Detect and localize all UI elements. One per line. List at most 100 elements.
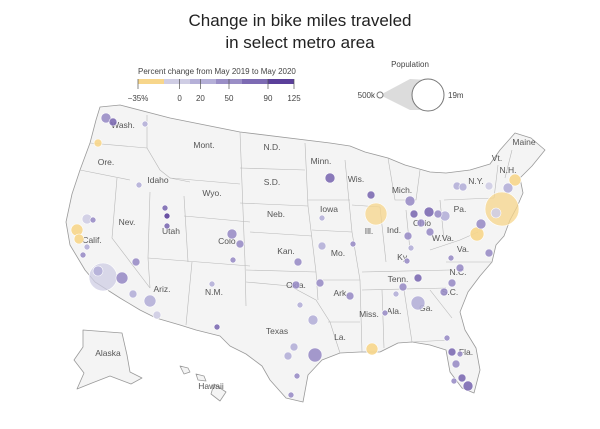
metro-point	[152, 310, 162, 320]
metro-point	[404, 195, 416, 207]
chart-title: Change in bike miles traveled in select …	[0, 10, 600, 54]
border-il-in	[379, 206, 387, 263]
metro-point	[447, 278, 457, 288]
metro-point	[456, 350, 464, 358]
metro-point	[315, 278, 325, 288]
metro-point	[502, 182, 514, 194]
state-label: Tenn.	[388, 274, 409, 284]
metro-point	[93, 138, 103, 148]
state-label: Ark.	[333, 288, 348, 298]
metro-point	[458, 182, 468, 192]
metro-point	[484, 191, 520, 227]
state-label: Neb.	[267, 209, 285, 219]
metro-point	[475, 218, 487, 230]
state-label: Mich.	[392, 185, 412, 195]
state-label: Ind.	[387, 225, 401, 235]
legend-swatch	[138, 79, 164, 84]
legend-tick-label: 20	[196, 94, 205, 103]
metro-point	[283, 351, 293, 361]
border-pa-ny	[443, 197, 495, 201]
state-label: Vt.	[492, 153, 502, 163]
legend-swatch	[242, 79, 268, 84]
state-label: Nev.	[119, 217, 136, 227]
metro-point	[381, 309, 389, 317]
metro-point	[88, 262, 118, 292]
border-ks-ok	[245, 269, 317, 273]
metro-point	[163, 222, 171, 230]
border-wa-or	[89, 142, 148, 149]
state-label: N.Y.	[468, 176, 483, 186]
metro-point	[141, 120, 149, 128]
state-label: Va.	[457, 244, 469, 254]
metro-point	[293, 257, 303, 267]
metro-point	[131, 257, 141, 267]
border-wi-il	[351, 204, 381, 208]
state-label: Mo.	[331, 248, 345, 258]
state-label: Utah	[162, 226, 180, 236]
border-ne-ks	[249, 231, 313, 237]
state-label: Pa.	[454, 204, 467, 214]
title-line-1: Change in bike miles traveled	[188, 11, 412, 30]
metro-point	[410, 295, 426, 311]
state-label: Minn.	[311, 156, 332, 166]
metro-point	[100, 112, 112, 124]
border-nd-sd	[239, 167, 306, 171]
legend-tick-label: 125	[287, 94, 301, 103]
metro-point	[447, 347, 457, 357]
metro-point	[163, 212, 171, 220]
border-in-oh	[405, 209, 411, 251]
color-legend-title: Percent change from May 2019 to May 2020	[138, 67, 296, 76]
border-new-england	[493, 149, 513, 199]
size-legend-min: 500k	[358, 91, 376, 100]
metro-point	[439, 210, 451, 222]
metro-point	[79, 251, 87, 259]
state-label: N.D.	[264, 142, 281, 152]
metro-point	[439, 287, 449, 297]
metro-point	[484, 181, 494, 191]
metro-point	[413, 273, 423, 283]
metro-point	[135, 181, 143, 189]
metro-point	[392, 290, 400, 298]
metro-point	[229, 256, 237, 264]
state-label: Maine	[512, 137, 535, 147]
lower-48-outline	[65, 104, 546, 403]
state-label: Miss.	[359, 309, 379, 319]
metro-point	[416, 218, 426, 228]
legend-swatch	[268, 79, 294, 84]
size-legend-small-circle	[376, 91, 384, 99]
metro-point	[81, 213, 93, 225]
metro-point	[287, 391, 295, 399]
metro-point	[443, 334, 451, 342]
state-label: Ariz.	[154, 284, 171, 294]
state-label: Hawaii	[198, 381, 224, 391]
metro-point	[450, 377, 458, 385]
state-label: Kan.	[277, 246, 295, 256]
metro-point	[291, 280, 301, 290]
metro-point	[289, 342, 299, 352]
color-legend: Percent change from May 2019 to May 2020…	[128, 67, 302, 103]
state-label: La.	[334, 332, 346, 342]
state-label: Ala.	[387, 306, 402, 316]
metro-point	[226, 228, 238, 240]
metro-point	[73, 233, 85, 245]
legend-swatch	[164, 79, 190, 84]
state-labels: Wash. Ore. Calif. Nev. Idaho Mont. Wyo. Utah Col…	[82, 120, 536, 391]
metro-point	[407, 244, 415, 252]
border-great-lakes	[387, 157, 421, 201]
border-id	[146, 115, 191, 183]
metro-point	[83, 243, 91, 251]
border-miss-river	[344, 159, 363, 353]
metro-point	[293, 372, 301, 380]
state-label: Alaska	[95, 348, 121, 358]
state-label: Wyo.	[202, 188, 221, 198]
state-label: S.C.	[442, 287, 459, 297]
alaska	[73, 329, 143, 390]
state-label: S.D.	[264, 177, 281, 187]
metro-point	[318, 214, 326, 222]
metro-point	[365, 342, 379, 356]
border-ca-nv	[111, 177, 151, 289]
metro-point	[508, 173, 522, 187]
metro-point	[364, 202, 388, 226]
border-ms-al	[381, 289, 385, 349]
state-label: Colo.	[218, 236, 238, 246]
